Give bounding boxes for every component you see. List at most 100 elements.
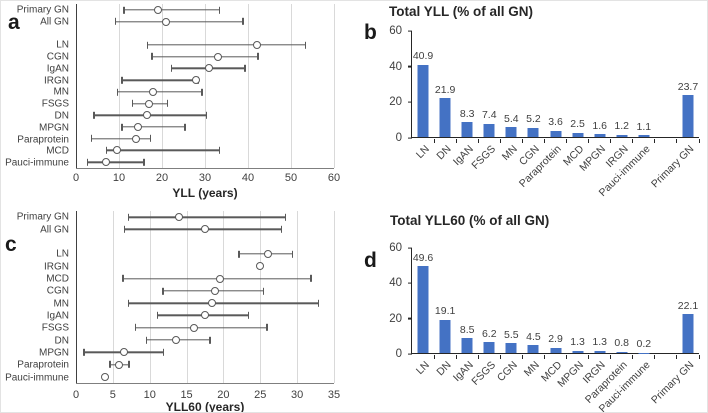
- bar: [505, 127, 517, 137]
- gridline: [297, 211, 299, 383]
- bar-slot: 0.2 Pauci-immune: [596, 248, 656, 412]
- category-label: Pauci-immune: [5, 157, 69, 169]
- error-bar: [134, 327, 268, 329]
- category-label: MN: [53, 298, 69, 310]
- x-tick-label: 20: [217, 389, 230, 401]
- bar-slot: 4.5 MN: [522, 248, 546, 379]
- gridline: [334, 211, 335, 383]
- error-bar: [146, 44, 307, 46]
- bar-value-label: 5.2: [526, 113, 541, 126]
- category-label: DN: [54, 335, 69, 347]
- panel-d: Total YLL60 (% of all GN) d 0 20 40 60 49.6…: [355, 208, 707, 412]
- y-tick-mark: [408, 101, 412, 103]
- gridline: [162, 4, 163, 168]
- gridline: [112, 211, 114, 383]
- x-tick-labels: 0 5 10 15 20 25 30 35: [73, 389, 340, 402]
- category-label: All GN: [40, 224, 69, 236]
- x-tick-label: 25: [254, 389, 267, 401]
- bar-slot: 5.4 MN: [500, 31, 523, 163]
- bar-value-label: 1.6: [592, 119, 607, 132]
- bar-slot: 0.8 Paraprotein: [583, 248, 634, 406]
- category-label: All GN: [40, 16, 69, 28]
- bar-value-label: 1.3: [592, 336, 607, 349]
- category-label: MCD: [46, 145, 69, 157]
- x-axis-title: YLL (years): [172, 186, 238, 200]
- bar: [594, 350, 606, 353]
- bar-category-label: Primary GN: [649, 359, 697, 407]
- bar-slot: 5.2 CGN: [517, 31, 546, 168]
- y-tick-mark: [408, 66, 412, 68]
- bar-slot: 1.2 IRGN: [603, 31, 634, 170]
- data-point-marker: [132, 134, 141, 143]
- category-label: Pauci-immune: [5, 372, 69, 384]
- data-point-marker: [210, 286, 219, 295]
- bar: [417, 266, 429, 353]
- bar: [483, 342, 495, 353]
- panel-letter-c: c: [5, 233, 17, 256]
- gridline: [223, 211, 225, 383]
- y-axis: 0 20 40 60: [355, 242, 412, 360]
- bar-value-label: 2.9: [548, 333, 563, 346]
- x-tick-label: 60: [327, 172, 341, 184]
- y-tick-label: 60: [389, 25, 402, 37]
- bar-slot: 8.3 IgAN: [451, 31, 479, 168]
- bar: [550, 347, 561, 353]
- bar: [550, 130, 561, 137]
- panel-letter-b: b: [364, 21, 377, 44]
- bar-value-label: 6.2: [481, 327, 497, 340]
- y-tick-mark: [408, 30, 412, 32]
- x-tick-label: 30: [291, 389, 304, 401]
- bar: [616, 134, 628, 137]
- gridline: [260, 211, 262, 383]
- bar: [616, 351, 628, 353]
- bar-slot: 7.4 FSGS: [469, 31, 501, 172]
- y-tick-mark: [408, 318, 412, 320]
- x-tick-label: 15: [180, 389, 193, 401]
- gridline: [149, 211, 151, 383]
- bar-category-label: Primary GN: [649, 143, 697, 191]
- data-point-marker: [175, 213, 184, 222]
- bar-slot: 8.5 IgAN: [451, 248, 479, 384]
- panel-c: c Primary GN All GN LN IRGN MCD CGN MN IgAN FSGS…: [1, 208, 355, 412]
- y-tick-label: 0: [395, 132, 402, 144]
- bars-area: 40.9 LN 21.9 DN 8.3 IgAN 7.4 FSGS 5.4 MN 5.2 CGN 3.6…: [411, 31, 700, 199]
- bar-value-label: 3.6: [548, 116, 563, 129]
- data-point-marker: [119, 348, 128, 357]
- bar-slot: 40.9 LN: [412, 31, 435, 161]
- category-label: FSGS: [41, 98, 69, 110]
- data-point-marker: [149, 87, 158, 96]
- bar-value-label: 19.1: [434, 305, 456, 318]
- data-point-marker: [256, 262, 265, 271]
- category-label: CGN: [46, 51, 69, 63]
- bar-value-label: 2.5: [570, 118, 585, 131]
- category-label: DN: [54, 110, 69, 122]
- plot-area: [76, 4, 335, 169]
- bar-value-label: 8.3: [459, 107, 475, 120]
- y-tick-label: 60: [389, 242, 402, 254]
- bar-slot: 22.1 Primary GN: [649, 248, 700, 406]
- gridline: [119, 4, 120, 168]
- bar: [572, 350, 584, 353]
- category-label: LN: [56, 248, 69, 260]
- bar-value-label: 40.9: [412, 50, 434, 63]
- y-tick-mark: [408, 247, 412, 249]
- panel-a: a Primary GN All GN LN CGN IgAN IRGN MN FSGS DN M…: [1, 1, 355, 208]
- data-point-marker: [102, 158, 111, 167]
- bar-slot: 19.1 DN: [434, 248, 457, 378]
- bar: [461, 122, 473, 137]
- x-tick-label: 35: [327, 389, 341, 401]
- error-bar: [121, 79, 199, 81]
- category-label: IgAN: [46, 310, 69, 322]
- panel-letter-a: a: [8, 11, 20, 34]
- panel-letter-d: d: [364, 249, 377, 272]
- bar-value-label: 49.6: [412, 251, 434, 264]
- bar-value-label: 1.3: [570, 336, 585, 349]
- bar: [417, 64, 429, 137]
- category-label: Paraprotein: [17, 134, 69, 146]
- bar-value-label: 1.2: [614, 120, 630, 133]
- bar-slot-empty: [655, 248, 678, 360]
- error-bar: [116, 91, 203, 93]
- data-point-marker: [134, 123, 143, 131]
- data-point-marker: [215, 274, 224, 283]
